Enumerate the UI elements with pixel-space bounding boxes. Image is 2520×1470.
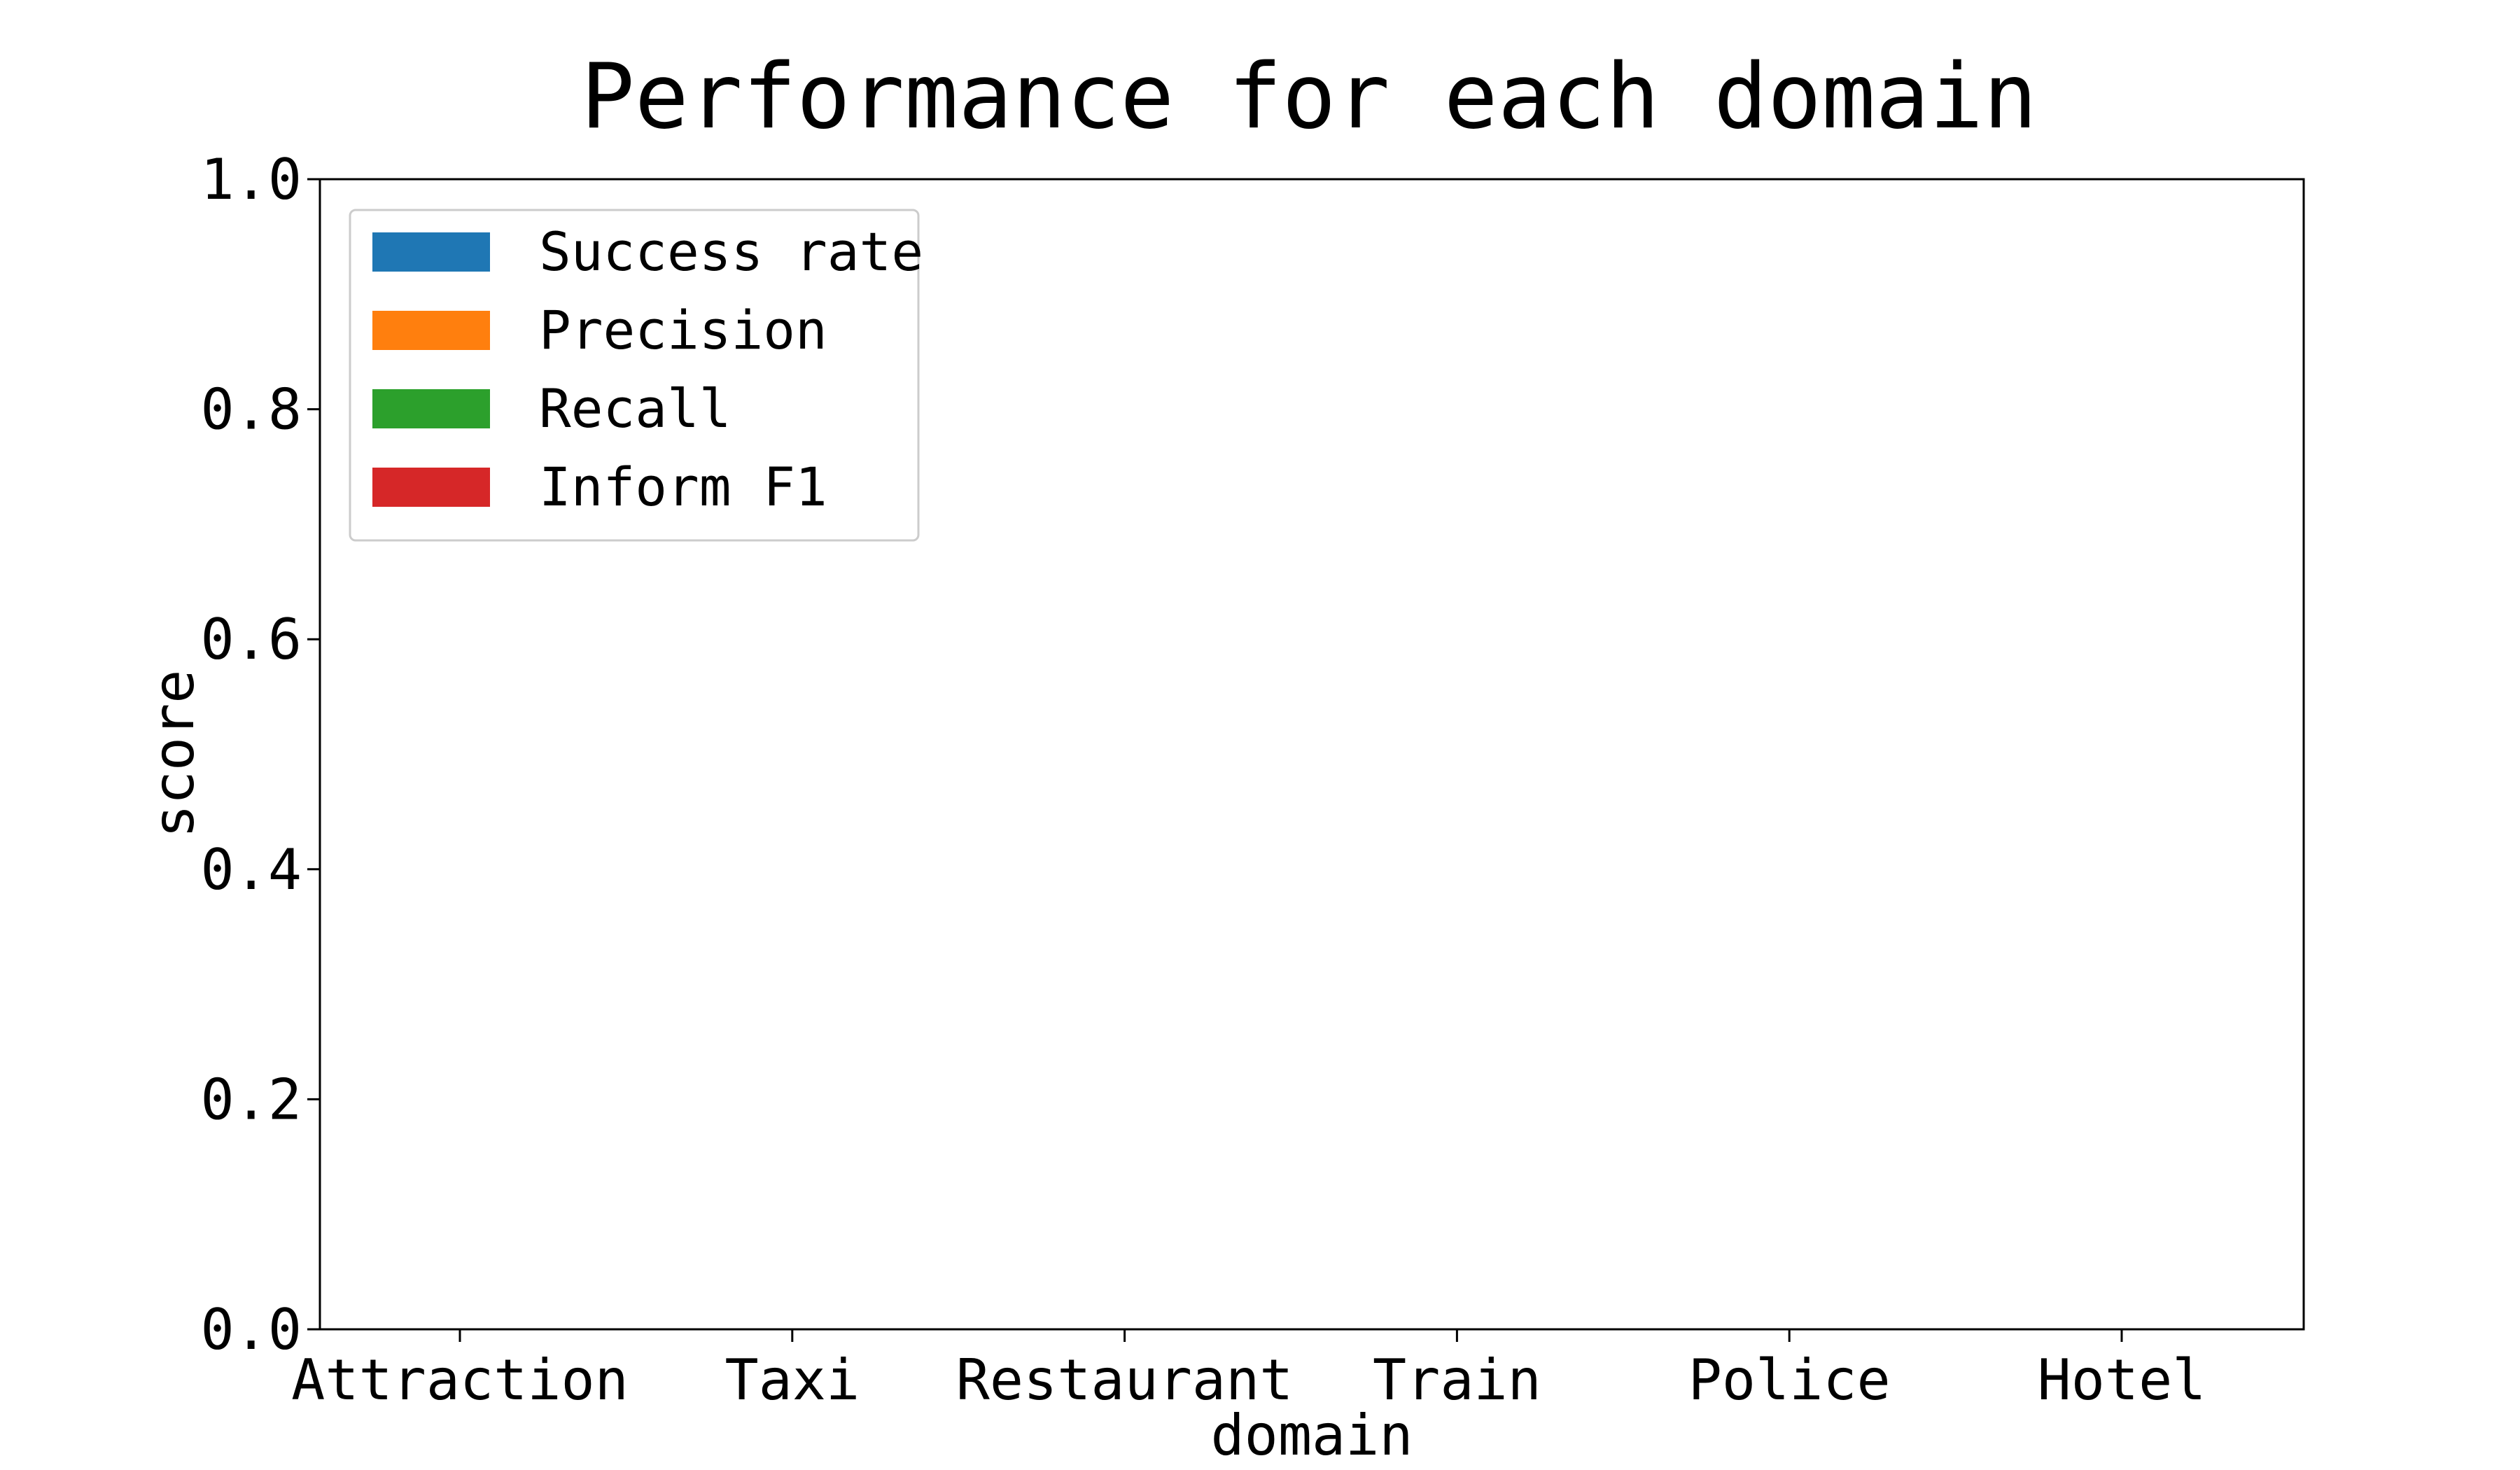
x-tick-label: Train	[1373, 1348, 1541, 1413]
legend-swatch	[372, 311, 490, 350]
legend-label: Inform F1	[539, 456, 827, 518]
x-tick-label: Hotel	[2038, 1348, 2206, 1413]
legend: Success rate Precision Recall Inform F1	[349, 209, 923, 542]
chart-title: Performance for each domain	[581, 45, 2038, 149]
legend-swatch	[372, 389, 490, 428]
x-tick-label: Restaurant	[956, 1348, 1294, 1413]
x-tick-label: Police	[1688, 1348, 1891, 1413]
y-tick-label: 0.8	[201, 377, 302, 442]
plot-frame	[318, 178, 2305, 1331]
legend-label: Precision	[539, 299, 827, 361]
legend-box	[349, 209, 920, 542]
legend-swatch	[372, 232, 490, 272]
x-tick-label: Taxi	[724, 1348, 860, 1413]
legend-label: Success rate	[539, 220, 923, 283]
y-tick-label: 0.0	[201, 1297, 302, 1362]
x-axis-label: domain	[1211, 1403, 1413, 1468]
x-tick-label: Attraction	[291, 1348, 629, 1413]
y-tick-label: 0.4	[201, 837, 302, 902]
legend-label: Recall	[539, 377, 732, 440]
y-axis-label: score	[141, 670, 206, 839]
y-tick-label: 0.6	[201, 607, 302, 672]
legend-swatch	[372, 468, 490, 507]
y-tick-label: 1.0	[201, 147, 302, 212]
y-tick-label: 0.2	[201, 1067, 302, 1132]
